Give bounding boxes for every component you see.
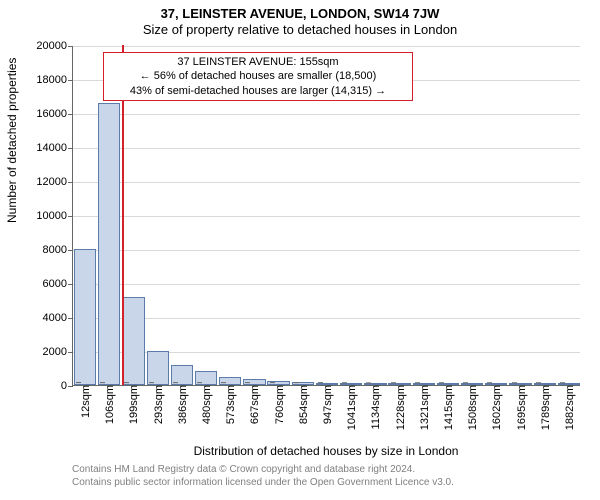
- x-tick-label: 1321sqm: [417, 385, 431, 430]
- gridline-h: [73, 46, 580, 47]
- y-tick-label: 8000: [43, 244, 73, 256]
- y-axis-label: Number of detached properties: [5, 203, 19, 223]
- plot-area: 0200040006000800010000120001400016000180…: [72, 46, 580, 386]
- x-tick-label: 760sqm: [272, 385, 286, 424]
- x-tick-label: 1602sqm: [489, 385, 503, 430]
- x-tick-label: 106sqm: [102, 385, 116, 424]
- x-tick-label: 1789sqm: [538, 385, 552, 430]
- bar: [147, 351, 169, 385]
- y-tick-label: 4000: [43, 312, 73, 324]
- title-line-2: Size of property relative to detached ho…: [0, 22, 600, 38]
- bar: [122, 297, 144, 385]
- gridline-h: [73, 148, 580, 149]
- x-tick-label: 1508sqm: [465, 385, 479, 430]
- x-tick-label: 386sqm: [175, 385, 189, 424]
- gridline-h: [73, 284, 580, 285]
- title-line-1: 37, LEINSTER AVENUE, LONDON, SW14 7JW: [0, 6, 600, 22]
- annotation-line-2: ← 56% of detached houses are smaller (18…: [108, 69, 408, 83]
- x-tick-label: 1695sqm: [514, 385, 528, 430]
- gridline-h: [73, 318, 580, 319]
- x-tick-label: 947sqm: [320, 385, 334, 424]
- axes: 0200040006000800010000120001400016000180…: [72, 46, 580, 386]
- y-tick-label: 16000: [36, 108, 73, 120]
- x-tick-label: 199sqm: [126, 385, 140, 424]
- footer: Contains HM Land Registry data © Crown c…: [72, 464, 454, 489]
- footer-line-1: Contains HM Land Registry data © Crown c…: [72, 464, 454, 477]
- x-tick-label: 480sqm: [199, 385, 213, 424]
- gridline-h: [73, 250, 580, 251]
- annotation-box: 37 LEINSTER AVENUE: 155sqm← 56% of detac…: [103, 52, 413, 101]
- bar: [219, 377, 241, 386]
- y-tick-label: 10000: [36, 210, 73, 222]
- x-tick-label: 854sqm: [296, 385, 310, 424]
- gridline-h: [73, 216, 580, 217]
- x-tick-label: 1134sqm: [368, 385, 382, 429]
- y-tick-label: 12000: [36, 176, 73, 188]
- y-tick-label: 2000: [43, 346, 73, 358]
- y-tick-label: 6000: [43, 278, 73, 290]
- x-axis-label: Distribution of detached houses by size …: [72, 444, 580, 458]
- x-tick-label: 1041sqm: [344, 385, 358, 430]
- x-tick-label: 1415sqm: [441, 385, 455, 430]
- y-tick-label: 20000: [36, 40, 73, 52]
- annotation-line-3: 43% of semi-detached houses are larger (…: [108, 84, 408, 98]
- footer-line-2: Contains public sector information licen…: [72, 477, 454, 490]
- annotation-line-1: 37 LEINSTER AVENUE: 155sqm: [108, 55, 408, 69]
- y-tick-label: 0: [61, 380, 73, 392]
- bar: [74, 249, 96, 385]
- x-tick-label: 1882sqm: [562, 385, 576, 430]
- bar: [98, 103, 120, 385]
- x-tick-label: 293sqm: [151, 385, 165, 424]
- y-tick-label: 18000: [36, 74, 73, 86]
- y-tick-label: 14000: [36, 142, 73, 154]
- x-tick-label: 573sqm: [223, 385, 237, 424]
- x-tick-label: 667sqm: [247, 385, 261, 424]
- gridline-h: [73, 182, 580, 183]
- x-tick-label: 12sqm: [78, 385, 92, 418]
- chart-title: 37, LEINSTER AVENUE, LONDON, SW14 7JWSiz…: [0, 6, 600, 39]
- x-tick-label: 1228sqm: [393, 385, 407, 430]
- gridline-h: [73, 114, 580, 115]
